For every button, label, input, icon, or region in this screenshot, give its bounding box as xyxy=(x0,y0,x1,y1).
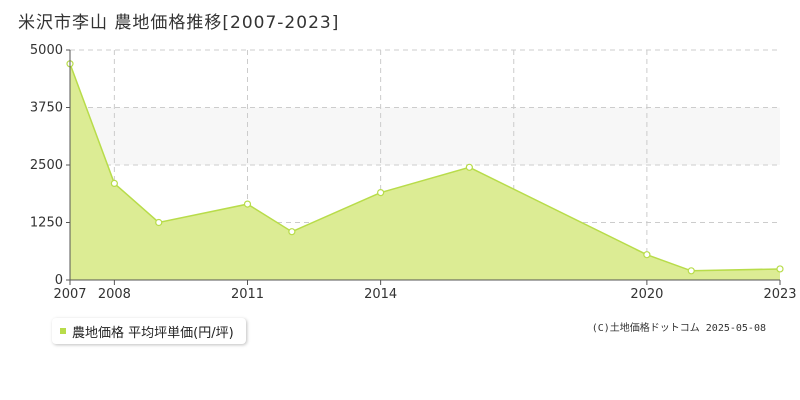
x-tick-label: 2008 xyxy=(98,287,131,302)
data-point xyxy=(243,200,252,208)
series-line xyxy=(69,63,781,272)
copyright-text: (C)土地価格ドットコム 2025-05-08 xyxy=(591,323,766,334)
data-point xyxy=(377,189,385,197)
x-tick-label: 2020 xyxy=(630,287,663,302)
data-point xyxy=(155,218,163,227)
series-layer xyxy=(66,60,784,280)
axes xyxy=(66,49,781,285)
tick-labels: 0 1250 2500 3750 5000 2007 2008 2011 2014 2020 202… xyxy=(30,43,797,302)
y-tick-label: 0 xyxy=(55,273,63,288)
legend-swatch xyxy=(60,328,66,334)
data-point xyxy=(110,179,118,187)
x-tick-label: 2014 xyxy=(364,287,397,302)
chart-title: 米沢市李山 農地価格推移[2007-2023] xyxy=(18,13,340,33)
x-tick-label: 2011 xyxy=(231,287,264,302)
data-point xyxy=(288,228,296,236)
x-tick-label: 2023 xyxy=(763,287,796,302)
x-tick-label: 2007 xyxy=(53,287,86,302)
legend-label: 農地価格 平均坪単価(円/坪) xyxy=(72,325,234,341)
data-point xyxy=(643,251,651,259)
y-tick-label: 2500 xyxy=(30,158,63,173)
data-point xyxy=(687,267,695,275)
legend: 農地価格 平均坪単価(円/坪) xyxy=(52,318,246,344)
series-area xyxy=(70,63,780,280)
data-point xyxy=(776,265,784,273)
plot-band xyxy=(70,107,780,165)
y-tick-label: 1250 xyxy=(30,216,63,231)
y-tick-label: 5000 xyxy=(30,43,63,58)
data-point xyxy=(465,163,473,171)
y-tick-label: 3750 xyxy=(30,101,63,116)
